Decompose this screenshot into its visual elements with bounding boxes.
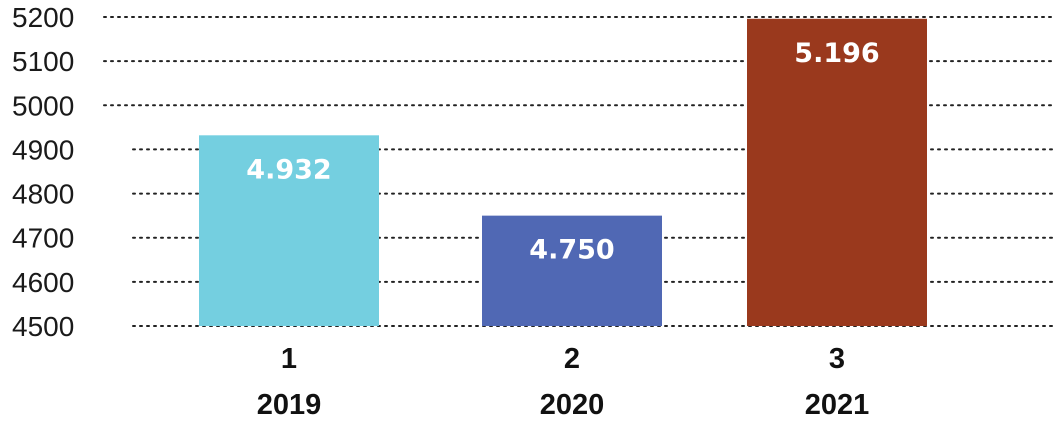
y-tick-label: 4900 (12, 134, 74, 165)
y-tick-label: 5200 (12, 2, 74, 33)
bar-data-label: 4.750 (529, 235, 614, 266)
x-tick-year: 2021 (805, 389, 870, 421)
x-tick-year: 2019 (257, 389, 322, 421)
x-axis-ticks: 1 2019 2 2020 3 2021 (257, 343, 870, 421)
x-tick-index: 3 (829, 343, 845, 375)
bar-data-label: 4.932 (246, 154, 331, 185)
y-tick-label: 5100 (12, 46, 74, 77)
y-axis-ticks: 4500 4600 4700 4800 4900 5000 5100 5200 (12, 2, 74, 342)
y-tick-label: 4500 (12, 311, 74, 342)
y-tick-label: 4700 (12, 223, 74, 254)
bar (747, 18, 927, 326)
x-tick-index: 1 (281, 343, 297, 375)
bar (482, 215, 662, 326)
bar (199, 135, 379, 326)
y-tick-label: 4600 (12, 267, 74, 298)
y-tick-label: 5000 (12, 90, 74, 121)
bars: 4.932 4.750 5.196 (199, 18, 927, 326)
bar-data-label: 5.196 (794, 38, 879, 69)
x-tick-year: 2020 (540, 389, 605, 421)
x-tick-index: 2 (564, 343, 580, 375)
y-tick-label: 4800 (12, 179, 74, 210)
